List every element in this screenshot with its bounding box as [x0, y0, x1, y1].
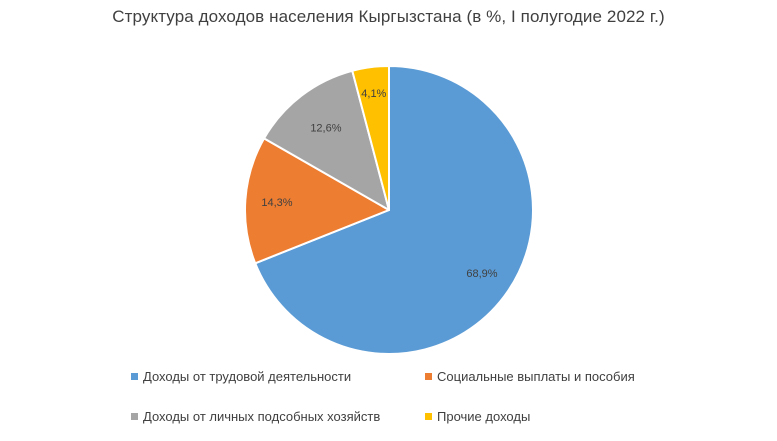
data-label-household-farming: 12,6%	[310, 123, 341, 135]
legend-label-household-farming: Доходы от личных подсобных хозяйств	[143, 409, 381, 424]
legend-swatch-household-farming	[131, 413, 138, 420]
legend-swatch-other-income	[425, 413, 432, 420]
data-label-social-payments: 14,3%	[261, 197, 292, 209]
legend-item-labor-income: Доходы от трудовой деятельности	[131, 369, 351, 384]
legend-item-social-payments: Социальные выплаты и пособия	[425, 369, 635, 384]
pie-slice-household-farming	[263, 69, 390, 211]
legend-label-other-income: Прочие доходы	[437, 409, 531, 424]
legend-item-other-income: Прочие доходы	[425, 409, 530, 424]
legend-swatch-social-payments	[425, 373, 432, 380]
legend-swatch-labor-income	[131, 373, 138, 380]
legend-label-labor-income: Доходы от трудовой деятельности	[143, 369, 352, 384]
pie-slice-social-payments	[244, 137, 390, 265]
legend-label-social-payments: Социальные выплаты и пособия	[437, 369, 635, 384]
pie-slice-other-income	[351, 65, 390, 211]
chart-title: Структура доходов населения Кыргызстана …	[112, 7, 665, 26]
pie-slice-labor-income	[254, 65, 534, 355]
data-label-labor-income: 68,9%	[466, 268, 497, 280]
legend-item-household-farming: Доходы от личных подсобных хозяйств	[131, 409, 380, 424]
data-label-other-income: 4,1%	[361, 88, 386, 100]
